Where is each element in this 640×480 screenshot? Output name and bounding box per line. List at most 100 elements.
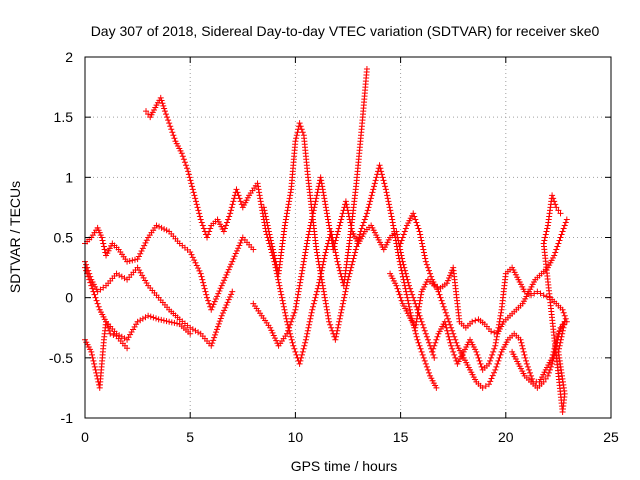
data-point-marker [441,306,448,313]
data-point-marker [316,261,323,268]
data-point-marker [422,258,429,265]
data-point-marker [163,227,170,234]
data-point-marker [269,243,276,250]
data-point-marker [417,231,424,238]
data-point-marker [89,351,96,358]
data-point-marker [381,180,388,187]
data-point-marker [339,210,346,217]
data-point-marker [319,282,326,289]
data-point-marker [298,354,305,361]
data-point-marker [402,270,409,277]
data-point-marker [198,219,205,226]
data-point-marker [283,213,290,220]
data-point-marker [101,246,108,253]
data-point-marker [231,253,238,260]
data-point-marker [418,318,425,325]
data-point-marker [544,225,551,232]
data-point-marker [309,213,316,220]
data-point-marker [550,195,557,202]
data-point-marker [492,366,499,373]
data-point-marker [562,219,569,226]
data-point-marker [556,345,563,352]
data-point-marker [540,240,547,247]
data-point-marker [301,252,308,259]
data-point-marker [196,267,203,274]
data-point-marker [412,321,419,328]
data-point-marker [218,282,225,289]
data-point-marker [145,312,152,319]
data-point-marker [228,261,235,268]
data-point-marker [423,363,430,370]
series-trace-3 [82,258,236,349]
data-point-marker [158,224,165,231]
data-point-marker [323,303,330,310]
data-point-marker [209,304,216,311]
data-point-marker [257,195,264,202]
data-point-marker [362,213,369,220]
data-point-marker [534,288,541,295]
data-point-marker [382,183,389,190]
data-point-marker [544,372,551,379]
data-point-marker [293,351,300,358]
data-point-marker [444,277,451,284]
data-point-marker [290,342,297,349]
series-trace-11 [509,192,568,415]
data-point-marker [324,213,331,220]
data-point-marker [413,333,420,340]
data-point-marker [397,294,404,301]
data-point-marker [383,189,390,196]
data-point-marker [348,264,355,271]
data-point-marker [139,245,146,252]
data-point-marker [415,225,422,232]
data-point-marker [542,234,549,241]
data-point-marker [334,327,341,334]
data-point-marker [325,219,332,226]
series-trace-4 [82,264,194,343]
data-point-marker [542,231,549,238]
data-point-marker [320,288,327,295]
data-point-marker [298,270,305,277]
data-point-marker [561,312,568,319]
data-point-marker [212,331,219,338]
data-point-marker [319,279,326,286]
data-point-marker [209,340,216,347]
data-point-marker [219,279,226,286]
data-point-marker [255,186,262,193]
data-point-marker [99,237,106,244]
data-point-marker [263,219,270,226]
data-point-marker [280,303,287,310]
data-point-marker [191,192,198,199]
data-point-marker [398,237,405,244]
data-point-marker [492,339,499,346]
data-point-marker [204,234,211,241]
data-point-marker [313,291,320,298]
data-point-marker [296,285,303,292]
data-point-marker [493,363,500,370]
data-point-marker [199,276,206,283]
data-point-marker [297,123,304,130]
data-point-marker [528,372,535,379]
data-point-marker [402,267,409,274]
data-point-marker [412,324,419,331]
data-point-marker [213,326,220,333]
data-point-marker [218,312,225,319]
data-point-marker [361,216,368,223]
data-point-marker [207,225,214,232]
data-point-marker [418,237,425,244]
data-point-marker [299,348,306,355]
data-point-marker [417,345,424,352]
data-point-marker [296,282,303,289]
data-point-marker [307,222,314,229]
data-point-marker [271,252,278,259]
data-point-marker [295,291,302,298]
data-point-marker [283,210,290,217]
data-point-marker [170,132,177,139]
data-point-marker [281,222,288,229]
data-point-marker [182,162,189,169]
data-point-marker [310,303,317,310]
data-point-marker [307,312,314,319]
data-point-marker [488,328,495,335]
data-point-marker [106,327,113,334]
data-point-marker [452,336,459,343]
